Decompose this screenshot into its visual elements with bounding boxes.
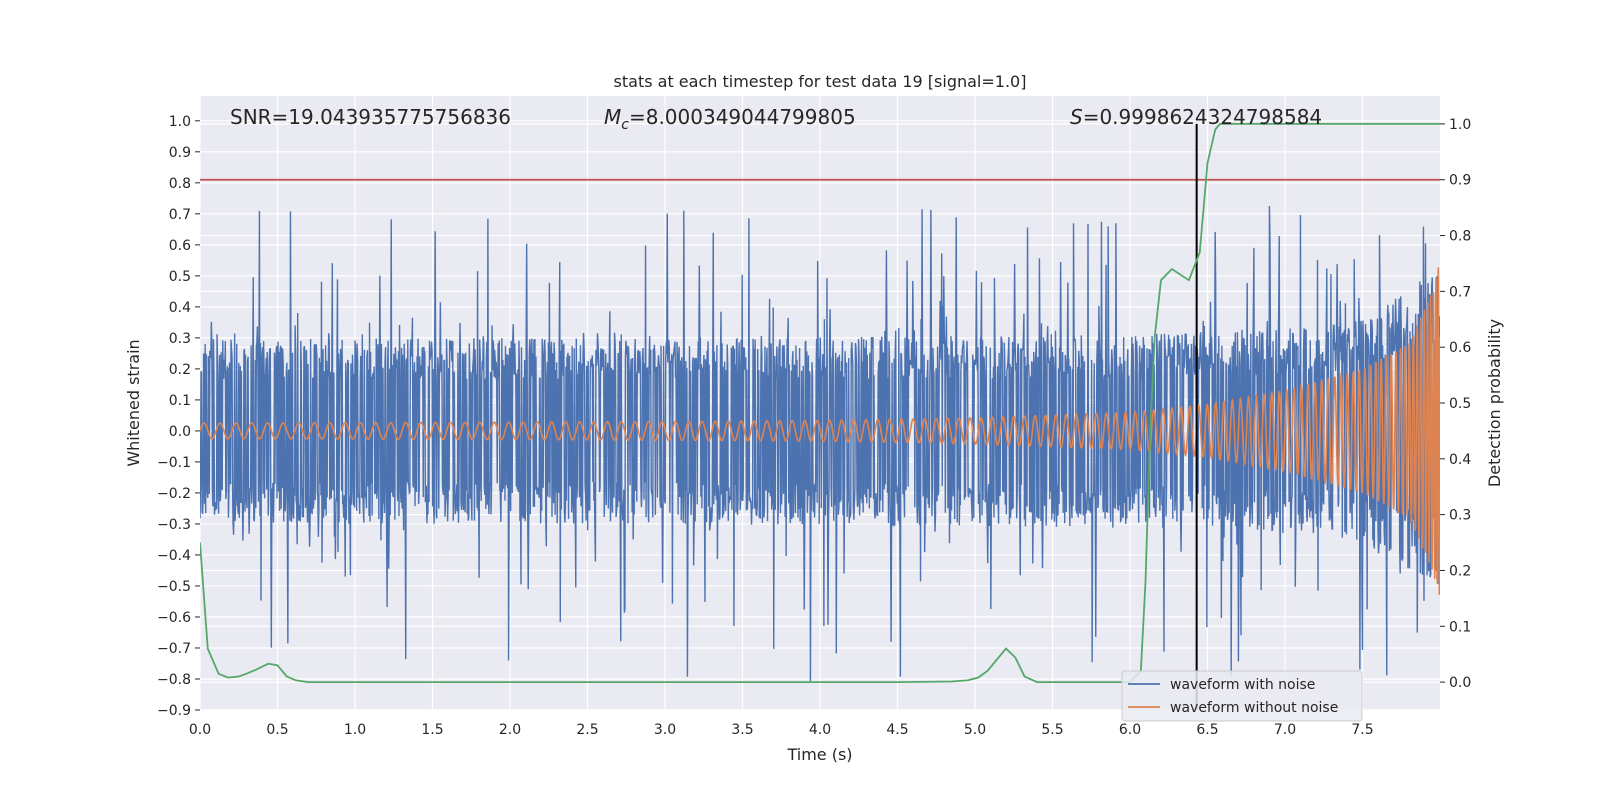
x-tick-label: 0.0 (189, 722, 211, 738)
y-tick-label: −0.3 (157, 517, 191, 533)
y-tick-label: 0.7 (169, 207, 191, 223)
x-tick-label: 4.0 (809, 722, 831, 738)
y-tick-label: 0.1 (169, 393, 191, 409)
y-tick-label: 0.6 (169, 238, 191, 254)
y-tick-label: 0.2 (169, 362, 191, 378)
series-waveform-with-noise (200, 205, 1440, 682)
legend-box (1121, 670, 1363, 722)
x-tick-label: 3.0 (654, 722, 676, 738)
y-tick-labels: −0.9 −0.8 −0.7 −0.6 −0.5 −0.4 −0.3 −0.2 −0.1 0.0 0… (157, 114, 200, 719)
y-tick-label: −0.6 (157, 610, 191, 626)
y2-tick-label: 0.1 (1449, 619, 1471, 635)
y2-tick-label: 0.2 (1449, 563, 1471, 579)
waveform-without-noise-line (200, 267, 1440, 595)
y-tick-label: −0.2 (157, 486, 191, 502)
x-tick-label: 1.5 (421, 722, 443, 738)
score-value: =0.9998624324798584 (1083, 105, 1322, 129)
snr-annotation: SNR=19.043935775756836 (230, 105, 511, 129)
y-tick-label: 0.3 (169, 331, 191, 347)
chirp-mass-annotation: Mc=8.000349044799805 (604, 105, 856, 133)
x-axis-label: Time (s) (786, 745, 852, 764)
legend-label-noise: waveform with noise (1170, 677, 1315, 693)
y-tick-label: −0.9 (157, 703, 191, 719)
x-tick-label: 7.5 (1351, 722, 1373, 738)
chart-title: stats at each timestep for test data 19 … (614, 72, 1027, 91)
y2-tick-label: 0.8 (1449, 229, 1471, 245)
y-tick-label: 0.0 (169, 424, 191, 440)
score-annotation: S=0.9998624324798584 (1070, 105, 1322, 129)
series-detection-probability (200, 123, 1440, 683)
y2-axis-label: Detection probability (1485, 319, 1504, 487)
y2-tick-label: 0.0 (1449, 675, 1471, 691)
x-tick-label: 0.5 (266, 722, 288, 738)
x-tick-label: 4.5 (886, 722, 908, 738)
x-tick-label: 5.0 (964, 722, 986, 738)
y2-tick-label: 0.4 (1449, 452, 1471, 468)
y-tick-label: −0.8 (157, 672, 191, 688)
y-tick-label: 0.5 (169, 269, 191, 285)
x-tick-label: 2.0 (499, 722, 521, 738)
y2-tick-labels: 0.0 0.1 0.2 0.3 0.4 0.5 0.6 0.7 0.8 0.9 1.0 (1440, 117, 1471, 691)
y2-tick-label: 1.0 (1449, 117, 1471, 133)
x-tick-label: 6.0 (1119, 722, 1141, 738)
x-tick-label: 1.0 (344, 722, 366, 738)
y-tick-label: 0.8 (169, 176, 191, 192)
y-axis-label: Whitened strain (124, 339, 143, 466)
x-tick-label: 6.5 (1196, 722, 1218, 738)
series-waveform-without-noise (200, 267, 1440, 595)
chirp-mass-symbol: M (604, 105, 621, 129)
y-tick-label: −0.4 (157, 548, 191, 564)
chirp-mass-subscript: c (621, 117, 629, 133)
y2-tick-label: 0.7 (1449, 284, 1471, 300)
y-tick-label: 0.4 (169, 300, 191, 316)
x-tick-label: 5.5 (1041, 722, 1063, 738)
waveform-with-noise-line (200, 205, 1440, 682)
y2-tick-label: 0.5 (1449, 396, 1471, 412)
x-tick-labels: 0.0 0.5 1.0 1.5 2.0 2.5 3.0 3.5 4.0 4.5 5.0 5.5 6.0 6… (189, 722, 1374, 738)
y2-tick-label: 0.9 (1449, 173, 1471, 189)
chirp-mass-value: =8.000349044799805 (629, 105, 856, 129)
score-symbol: S (1070, 105, 1083, 129)
y-tick-label: −0.5 (157, 579, 191, 595)
x-tick-label: 7.0 (1274, 722, 1296, 738)
y-tick-label: 1.0 (169, 114, 191, 130)
detection-probability-line (200, 123, 1440, 683)
x-tick-label: 2.5 (576, 722, 598, 738)
y-tick-label: −0.7 (157, 641, 191, 657)
y2-tick-label: 0.6 (1449, 340, 1471, 356)
legend: waveform with noise waveform without noi… (1121, 670, 1363, 722)
y2-tick-label: 0.3 (1449, 508, 1471, 524)
y-tick-label: 0.9 (169, 145, 191, 161)
x-tick-label: 3.5 (731, 722, 753, 738)
legend-label-clean: waveform without noise (1170, 700, 1338, 716)
y-tick-label: −0.1 (157, 455, 191, 471)
